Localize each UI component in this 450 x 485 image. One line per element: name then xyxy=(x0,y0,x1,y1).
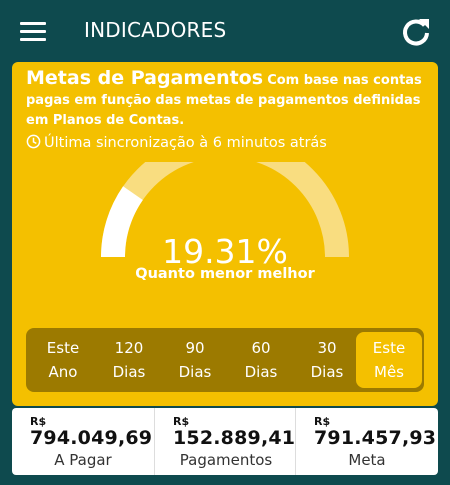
sync-status: Última sincronização à 6 minutos atrás xyxy=(26,134,327,151)
menu-bar-line xyxy=(20,22,46,25)
stat-to-pay: R$ 794.049,69 A Pagar xyxy=(12,408,154,475)
summary-bar: R$ 794.049,69 A Pagar R$ 152.889,41 Paga… xyxy=(12,408,438,475)
period-label-line2: Dias xyxy=(310,363,344,381)
currency-symbol: R$ xyxy=(314,415,331,428)
gauge-value: 19.31% xyxy=(162,232,288,271)
period-this-year[interactable]: Este Ano xyxy=(30,332,96,388)
period-30-days[interactable]: 30 Dias xyxy=(294,332,360,388)
gauge-chart xyxy=(101,162,349,258)
stat-amount: 152.889,41 xyxy=(173,427,296,449)
period-120-days[interactable]: 120 Dias xyxy=(96,332,162,388)
refresh-button[interactable] xyxy=(400,16,432,48)
period-label-line1: Este xyxy=(372,339,406,357)
period-label-line1: 30 xyxy=(317,339,337,357)
period-label-line1: 120 xyxy=(114,339,144,357)
stat-label: Pagamentos xyxy=(179,451,273,469)
stat-label: Meta xyxy=(348,451,386,469)
card-description: Com base nas contas pagas em função das … xyxy=(26,73,422,128)
period-60-days[interactable]: 60 Dias xyxy=(228,332,294,388)
stat-amount: 794.049,69 xyxy=(30,427,153,449)
card-title: Metas de Pagamentos xyxy=(26,67,264,89)
card-heading: Metas de Pagamentos Com base nas contas … xyxy=(26,68,426,131)
gauge-fill xyxy=(101,186,144,258)
period-selector: Este Ano 120 Dias 90 Dias 60 Dias 30 Dia… xyxy=(26,328,424,392)
period-label-line2: Mês xyxy=(374,363,404,381)
currency-symbol: R$ xyxy=(30,415,47,428)
period-label-line1: Este xyxy=(46,339,80,357)
menu-bar-line xyxy=(20,38,46,41)
app-bar: INDICADORES xyxy=(0,0,450,60)
gauge-caption: Quanto menor melhor xyxy=(135,266,315,282)
period-label-line1: 90 xyxy=(185,339,205,357)
clock-icon xyxy=(26,134,41,149)
currency-symbol: R$ xyxy=(173,415,190,428)
refresh-icon xyxy=(403,19,429,46)
period-label-line1: 60 xyxy=(251,339,271,357)
stat-label: A Pagar xyxy=(54,451,112,469)
period-label-line2: Ano xyxy=(48,363,78,381)
sync-text: Última sincronização à 6 minutos atrás xyxy=(44,135,327,151)
period-label-line2: Dias xyxy=(178,363,212,381)
period-label-line2: Dias xyxy=(244,363,278,381)
period-this-month[interactable]: Este Mês xyxy=(356,332,422,388)
stat-goal: R$ 791.457,93 Meta xyxy=(295,408,438,475)
payment-goals-card: Metas de Pagamentos Com base nas contas … xyxy=(12,62,438,406)
menu-bar-line xyxy=(20,30,46,33)
stat-payments: R$ 152.889,41 Pagamentos xyxy=(154,408,297,475)
stat-amount: 791.457,93 xyxy=(314,427,437,449)
period-label-line2: Dias xyxy=(112,363,146,381)
menu-button[interactable] xyxy=(20,20,46,42)
page-title: INDICADORES xyxy=(84,18,227,42)
period-90-days[interactable]: 90 Dias xyxy=(162,332,228,388)
